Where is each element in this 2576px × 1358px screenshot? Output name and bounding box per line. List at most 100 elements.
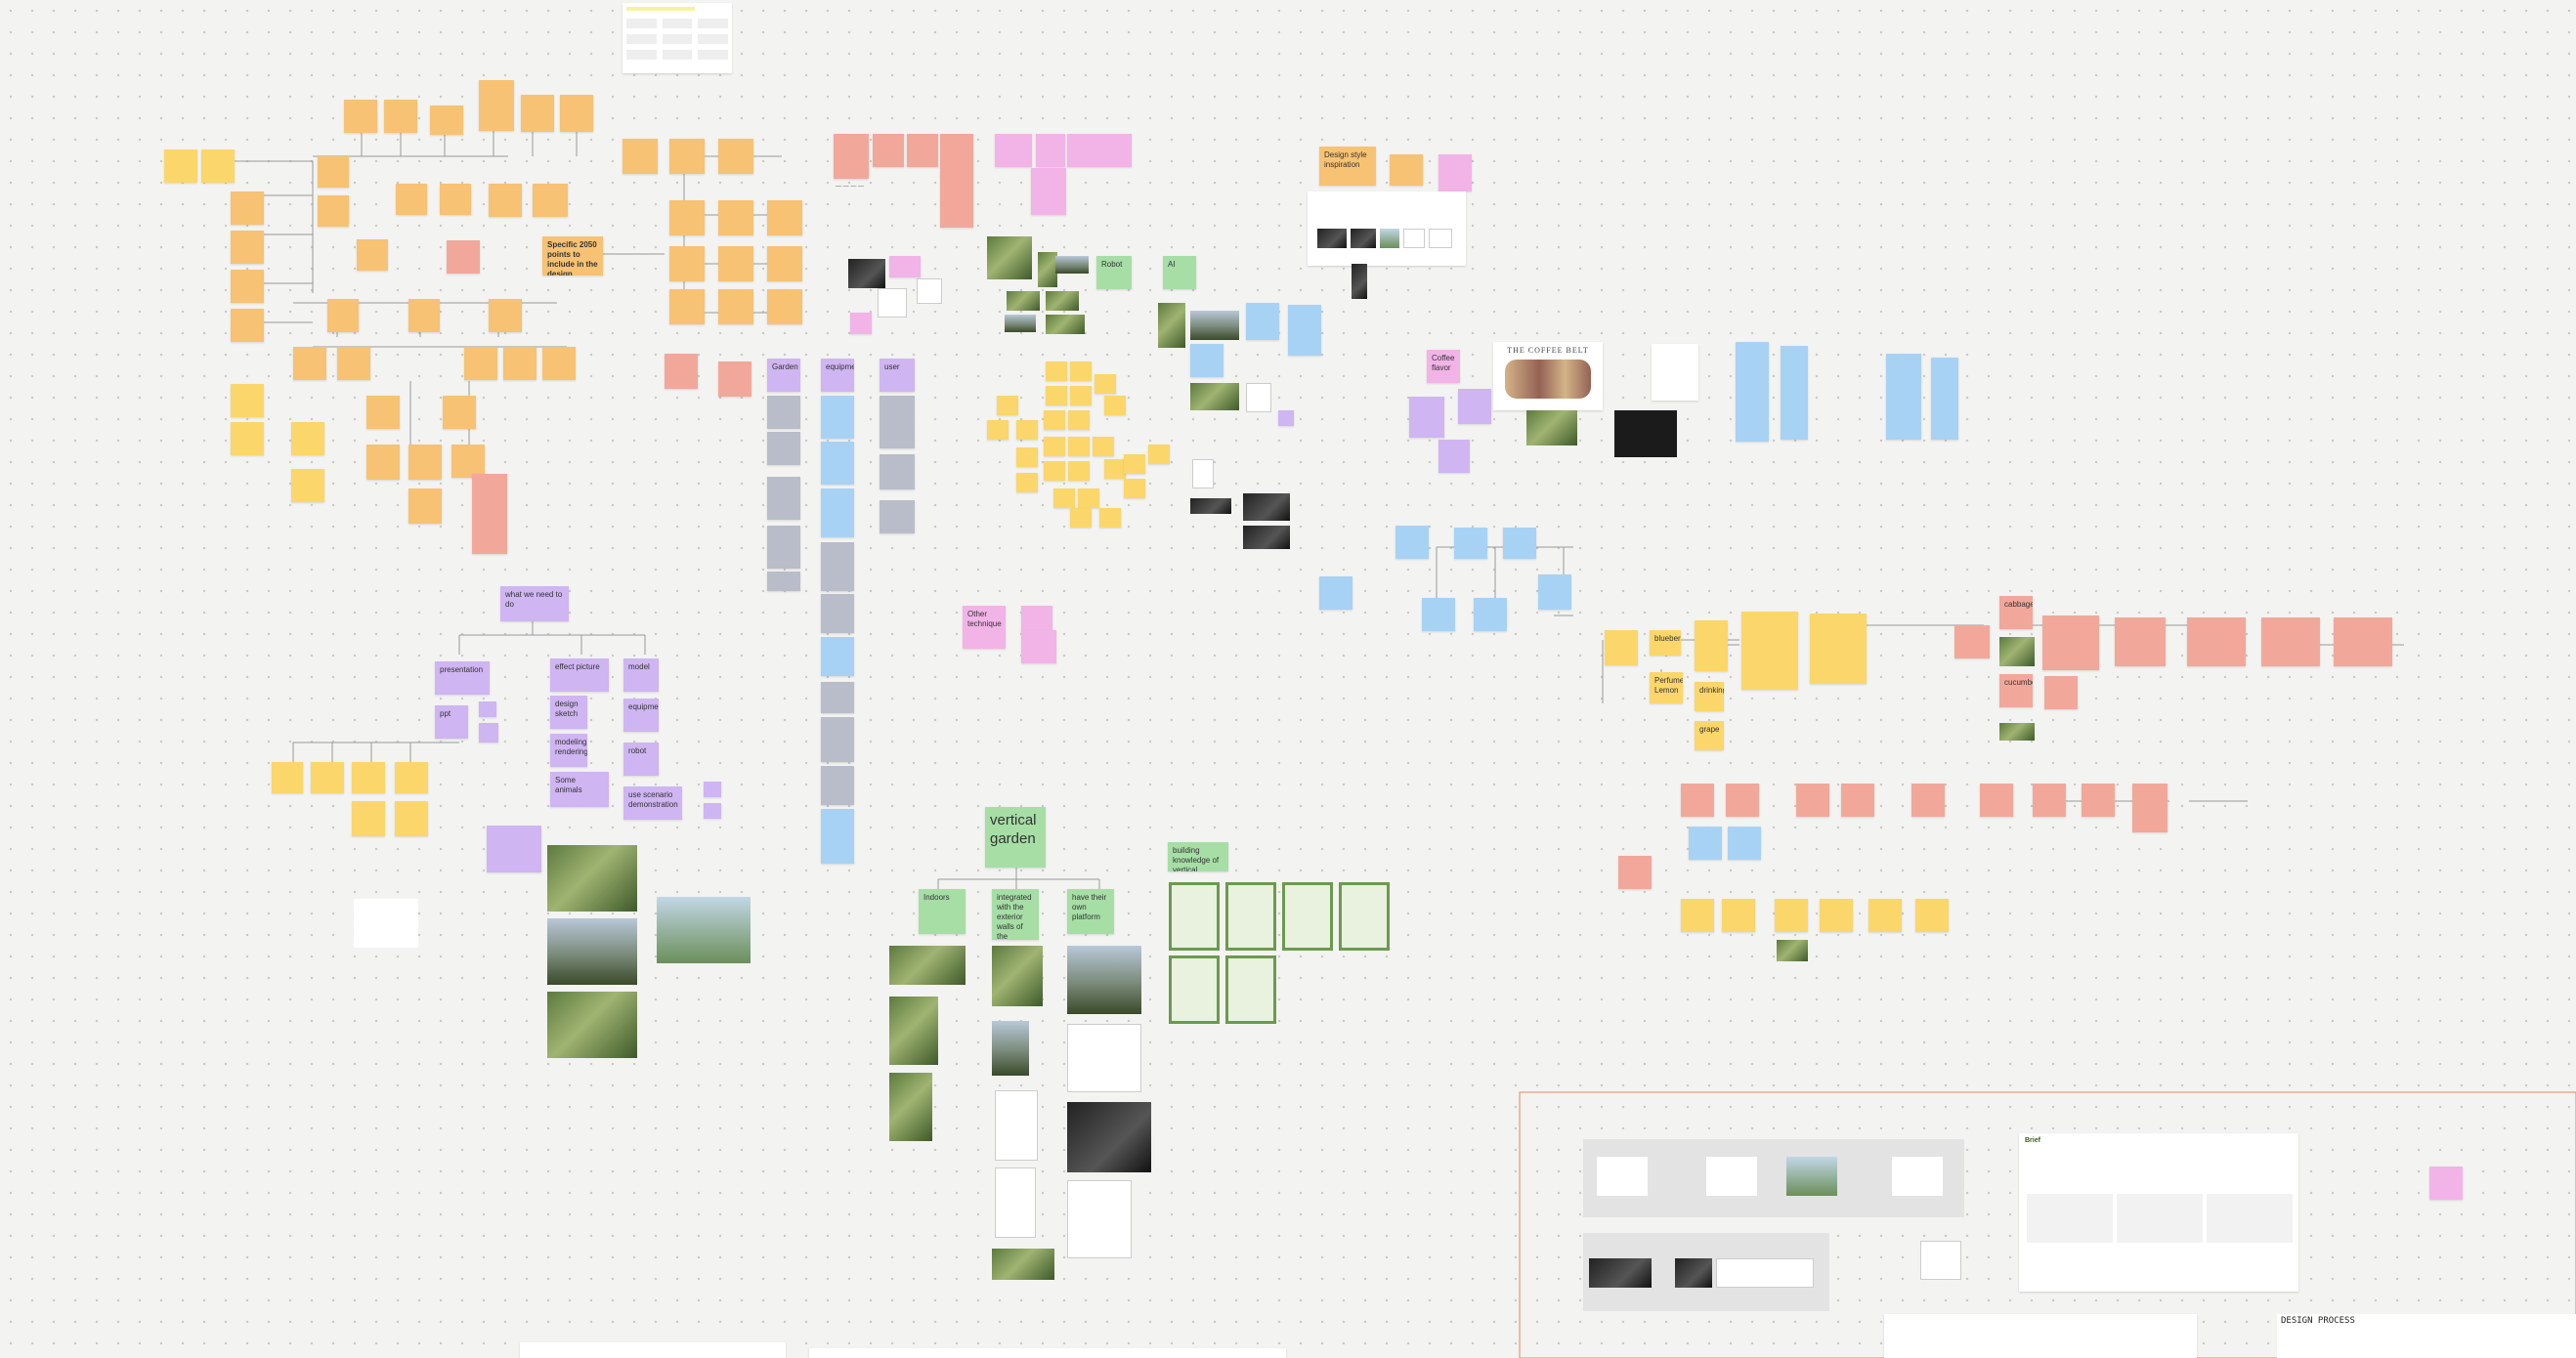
sticky-note[interactable] bbox=[451, 445, 485, 478]
sticky-note[interactable] bbox=[821, 682, 854, 713]
sticky-note[interactable] bbox=[521, 95, 554, 132]
garden-photo[interactable] bbox=[992, 1021, 1029, 1076]
sticky-note[interactable] bbox=[880, 396, 915, 448]
doc-card[interactable] bbox=[520, 1342, 786, 1358]
sticky-note[interactable] bbox=[718, 361, 751, 397]
sticky-note[interactable] bbox=[669, 246, 705, 281]
sticky-note[interactable] bbox=[1046, 386, 1067, 405]
garden-photo[interactable] bbox=[992, 946, 1043, 1006]
sticky-note[interactable] bbox=[889, 256, 921, 277]
sticky-note[interactable] bbox=[487, 826, 541, 872]
building-drawing[interactable] bbox=[1067, 1180, 1132, 1258]
sticky-note[interactable] bbox=[1070, 386, 1092, 405]
garden-photo[interactable] bbox=[1067, 946, 1141, 1014]
perfumed-lemon-note[interactable]: Perfumed Lemon bbox=[1650, 672, 1683, 703]
poster-card[interactable] bbox=[1169, 955, 1220, 1024]
sticky-note[interactable] bbox=[1438, 440, 1470, 473]
sticky-note[interactable] bbox=[352, 762, 385, 793]
sticky-note[interactable] bbox=[1021, 606, 1052, 631]
sticky-note[interactable] bbox=[821, 766, 854, 805]
sticky-note[interactable] bbox=[1095, 374, 1116, 394]
sticky-note[interactable] bbox=[997, 396, 1018, 415]
sticky-note[interactable] bbox=[767, 396, 800, 429]
robot-photo[interactable] bbox=[1190, 498, 1231, 514]
equipment-need-note[interactable]: equipment bbox=[623, 699, 659, 732]
garden-photo[interactable] bbox=[1190, 311, 1239, 340]
sticky-note[interactable] bbox=[318, 156, 349, 188]
sticky-note[interactable] bbox=[231, 422, 264, 455]
render-image[interactable] bbox=[547, 992, 637, 1058]
sticky-note[interactable] bbox=[327, 299, 359, 332]
coffee-flavor-note[interactable]: Coffee flavor bbox=[1427, 350, 1460, 383]
demo-note[interactable]: use scenario demonstration bbox=[623, 786, 682, 820]
sticky-note[interactable] bbox=[767, 572, 800, 591]
sticky-note[interactable] bbox=[366, 396, 400, 429]
sticky-note[interactable] bbox=[293, 347, 326, 380]
robot-image[interactable] bbox=[1246, 383, 1271, 412]
sticky-note[interactable] bbox=[1124, 454, 1145, 474]
sticky-note[interactable] bbox=[357, 239, 388, 271]
robot-image[interactable] bbox=[878, 288, 907, 318]
sticky-note[interactable] bbox=[1911, 784, 1945, 817]
sticky-note[interactable] bbox=[1046, 361, 1067, 381]
sticky-note[interactable] bbox=[1390, 154, 1423, 186]
sticky-note[interactable] bbox=[231, 191, 264, 225]
sticky-note[interactable] bbox=[718, 139, 753, 174]
poster-card[interactable] bbox=[1282, 882, 1333, 951]
sticky-note[interactable] bbox=[995, 134, 1032, 167]
building-knowledge-note[interactable]: building knowledge of vertical greening bbox=[1168, 842, 1228, 871]
sticky-note[interactable] bbox=[1124, 479, 1145, 498]
sticky-note[interactable] bbox=[1016, 473, 1038, 492]
sticky-note[interactable] bbox=[1246, 303, 1279, 340]
sticky-note[interactable] bbox=[1093, 437, 1114, 456]
garden-photo[interactable] bbox=[1190, 383, 1239, 410]
sticky-note[interactable] bbox=[1474, 598, 1507, 631]
sticky-note[interactable] bbox=[1868, 899, 1902, 932]
info-card[interactable] bbox=[1652, 344, 1698, 401]
sticky-note[interactable] bbox=[2115, 617, 2166, 666]
sticky-note[interactable] bbox=[1104, 459, 1126, 479]
sticky-note[interactable] bbox=[1070, 361, 1092, 381]
other-technique-note[interactable]: Other technique bbox=[963, 606, 1006, 649]
coffee-belt-map[interactable]: THE COFFEE BELT bbox=[1493, 342, 1603, 410]
modeling-rendering-note[interactable]: modeling rendering bbox=[550, 734, 587, 767]
sticky-note[interactable] bbox=[164, 149, 197, 183]
sticky-note[interactable] bbox=[1503, 528, 1536, 559]
sticky-note[interactable] bbox=[767, 289, 802, 324]
sticky-note[interactable] bbox=[1820, 899, 1853, 932]
reference-image[interactable] bbox=[1920, 1241, 1961, 1280]
sticky-note[interactable] bbox=[1044, 461, 1065, 481]
sticky-note[interactable] bbox=[408, 299, 440, 332]
garden-photo[interactable] bbox=[889, 1073, 932, 1141]
sticky-note[interactable] bbox=[503, 347, 537, 380]
model-note[interactable]: model bbox=[623, 658, 659, 692]
crop-photo[interactable] bbox=[1999, 723, 2035, 741]
sticky-note[interactable] bbox=[489, 299, 522, 332]
platform-note[interactable]: have their own platform bbox=[1067, 889, 1114, 934]
sticky-note[interactable] bbox=[850, 313, 872, 334]
sticky-note[interactable] bbox=[291, 422, 324, 455]
sticky-note[interactable] bbox=[2082, 784, 2115, 817]
sticky-note[interactable] bbox=[344, 100, 377, 133]
sticky-note[interactable] bbox=[821, 637, 854, 676]
sticky-note[interactable] bbox=[1726, 784, 1759, 817]
sticky-note[interactable] bbox=[623, 139, 658, 174]
sticky-note[interactable] bbox=[2261, 617, 2320, 666]
sticky-note[interactable] bbox=[2033, 784, 2066, 817]
sticky-note[interactable] bbox=[2334, 617, 2392, 666]
sticky-note[interactable] bbox=[1070, 508, 1092, 528]
user-header[interactable]: user bbox=[880, 359, 915, 392]
grape-note[interactable]: grape bbox=[1695, 721, 1724, 750]
sticky-note[interactable] bbox=[201, 149, 235, 183]
sticky-note[interactable] bbox=[1781, 346, 1808, 440]
sticky-note[interactable] bbox=[718, 200, 753, 235]
sticky-note[interactable] bbox=[542, 347, 576, 380]
garden-photo[interactable] bbox=[1007, 291, 1040, 311]
animals-note[interactable]: Some animals bbox=[550, 772, 609, 807]
sticky-note[interactable] bbox=[1775, 899, 1808, 932]
garden-photo[interactable] bbox=[1038, 252, 1057, 287]
sticky-note[interactable] bbox=[1728, 827, 1761, 860]
sticky-note[interactable] bbox=[1605, 630, 1638, 665]
building-drawing[interactable] bbox=[995, 1167, 1036, 1238]
